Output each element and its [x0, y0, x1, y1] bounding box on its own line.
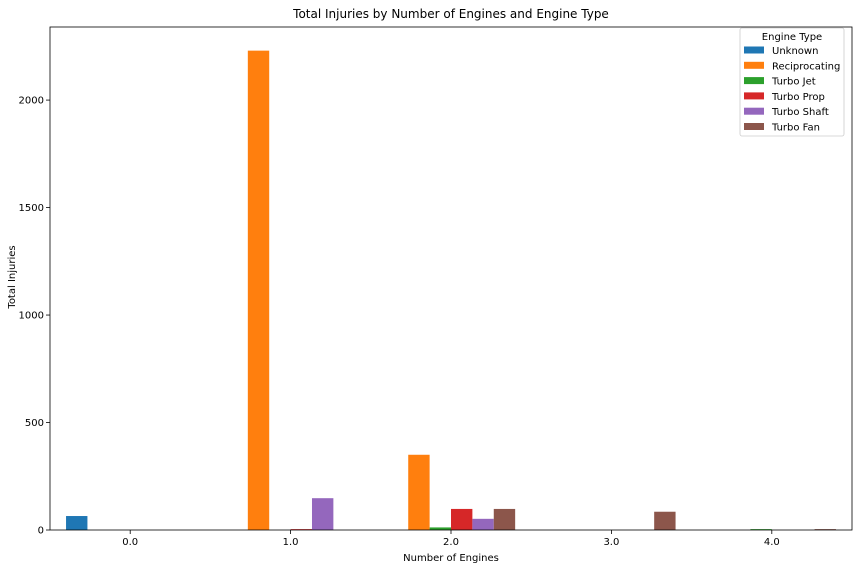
- legend-label: Reciprocating: [772, 61, 840, 72]
- bar-turbo-jet-4-0: [750, 529, 772, 530]
- legend-swatch-unknown: [744, 46, 764, 54]
- legend-label: Turbo Jet: [771, 77, 816, 88]
- legend-label: Turbo Shaft: [771, 107, 829, 118]
- bar-turbo-shaft-1-0: [311, 498, 334, 530]
- bar-reciprocating-2-0: [408, 454, 430, 530]
- bar-turbo-prop-2-0: [451, 508, 473, 530]
- x-tick-label: 1.0: [283, 537, 299, 548]
- y-axis-label: Total Injuries: [7, 245, 18, 309]
- y-tick-label: 1000: [19, 311, 44, 322]
- bar-turbo-fan-3-0: [654, 511, 676, 530]
- legend-swatch-turbo-prop: [744, 92, 764, 100]
- legend-label: Unknown: [772, 46, 818, 57]
- bar-turbo-jet-2-0: [429, 527, 451, 530]
- bar-turbo-fan-4-0: [814, 529, 836, 530]
- bar-turbo-fan-2-0: [493, 508, 516, 530]
- y-tick-label: 1500: [19, 203, 44, 214]
- legend-swatch-turbo-fan: [744, 123, 764, 130]
- bar-turbo-shaft-2-0: [472, 518, 494, 530]
- legend-swatch-reciprocating: [744, 61, 764, 69]
- x-tick-label: 3.0: [603, 537, 619, 548]
- legend-title: Engine Type: [762, 32, 822, 43]
- chart-title: Total Injuries by Number of Engines and …: [292, 7, 609, 21]
- legend-swatch-turbo-jet: [744, 77, 764, 85]
- x-tick-label: 4.0: [764, 537, 780, 548]
- legend-frame: [739, 27, 845, 137]
- bar-reciprocating-1-0: [247, 50, 270, 531]
- y-tick-label: 0: [38, 526, 44, 537]
- bar-turbo-prop-1-0: [290, 529, 312, 530]
- y-tick-label: 500: [25, 418, 44, 429]
- bar-unknown-0-0: [66, 516, 88, 530]
- x-tick-label: 0.0: [122, 537, 138, 548]
- plot-frame: [49, 26, 853, 531]
- y-tick-label: 2000: [19, 96, 44, 107]
- x-axis-label: Number of Engines: [403, 553, 499, 564]
- x-tick-label: 2.0: [443, 537, 459, 548]
- legend-label: Turbo Prop: [771, 92, 825, 103]
- legend-swatch-turbo-shaft: [744, 107, 764, 115]
- legend-label: Turbo Fan: [771, 123, 820, 134]
- legend: Engine Type Unknown Reciprocating Turbo Je…: [739, 27, 845, 137]
